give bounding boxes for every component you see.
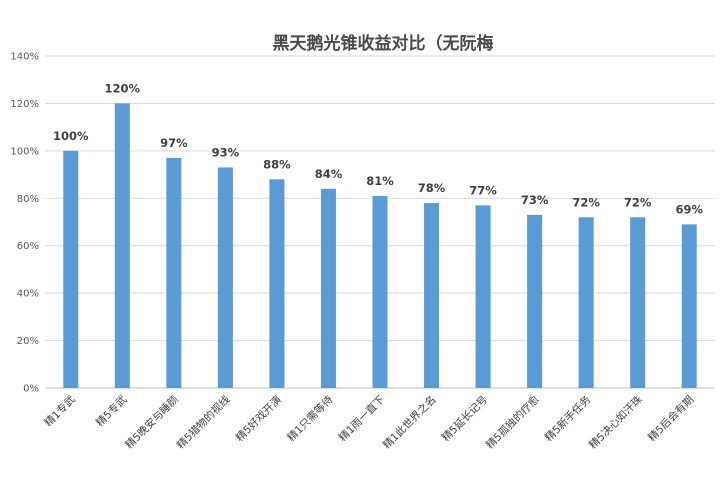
bar bbox=[681, 224, 697, 388]
y-tick-label: 0% bbox=[23, 384, 39, 395]
bar-data-label: 84% bbox=[315, 167, 343, 181]
bars bbox=[63, 103, 697, 388]
x-category-label: 精1专武 bbox=[42, 393, 79, 430]
bar bbox=[114, 103, 130, 388]
y-tick-label: 80% bbox=[17, 194, 39, 205]
data-labels: 100% 120% 97% 93% 88% 84% 81% 78% 77% 73% 72% 72% 69… bbox=[53, 81, 703, 216]
chart-title: 黑天鹅光锥收益对比（无阮梅 bbox=[273, 33, 494, 54]
bar bbox=[578, 217, 594, 388]
bar-data-label: 77% bbox=[469, 183, 497, 197]
bar bbox=[527, 214, 543, 388]
bar-data-label: 93% bbox=[212, 145, 240, 159]
y-tick-label: 40% bbox=[17, 289, 39, 300]
bar bbox=[269, 179, 285, 388]
bar bbox=[372, 195, 388, 388]
x-category-label: 精5孤独的疗愈 bbox=[483, 393, 542, 452]
bar bbox=[320, 188, 336, 388]
y-tick-label: 20% bbox=[17, 336, 39, 347]
bar-data-label: 72% bbox=[624, 195, 652, 209]
bar bbox=[217, 167, 233, 388]
x-category-label: 精5新手任务 bbox=[542, 393, 593, 444]
bar bbox=[424, 203, 440, 388]
bar-data-label: 81% bbox=[366, 174, 394, 188]
x-category-label: 精1只需等待 bbox=[285, 393, 336, 444]
bar-data-label: 73% bbox=[521, 193, 549, 207]
y-tick-label: 60% bbox=[17, 241, 39, 252]
y-axis-ticks: 0% 20% 40% 60% 80% 100% 120% 140% bbox=[10, 52, 39, 395]
x-category-label: 精5决心如汗珠 bbox=[586, 393, 645, 452]
bar-data-label: 97% bbox=[160, 136, 188, 150]
x-category-label: 精5猎物的视线 bbox=[174, 393, 233, 452]
y-tick-label: 140% bbox=[10, 52, 39, 63]
bar bbox=[63, 150, 79, 388]
x-category-label: 精5后会有期 bbox=[645, 393, 696, 444]
x-category-label: 精5延长记号 bbox=[439, 393, 490, 444]
y-tick-label: 120% bbox=[10, 99, 39, 110]
y-tick-label: 100% bbox=[10, 146, 39, 157]
x-category-label: 精5晚安与睡颜 bbox=[122, 393, 181, 452]
x-category-label: 精5好戏开演 bbox=[233, 393, 284, 444]
bar-data-label: 100% bbox=[53, 129, 89, 143]
bar-data-label: 88% bbox=[263, 157, 291, 171]
x-category-label: 精1此世界之名 bbox=[380, 393, 438, 451]
bar-data-label: 72% bbox=[572, 195, 600, 209]
bar-data-label: 78% bbox=[418, 181, 446, 195]
bar bbox=[475, 205, 491, 388]
x-category-label: 精5专武 bbox=[93, 393, 130, 430]
x-category-label: 精1雨一直下 bbox=[336, 393, 387, 444]
bar-data-label: 69% bbox=[675, 202, 703, 216]
bar bbox=[630, 217, 646, 388]
bar bbox=[166, 157, 182, 388]
bar-data-label: 120% bbox=[105, 81, 141, 95]
